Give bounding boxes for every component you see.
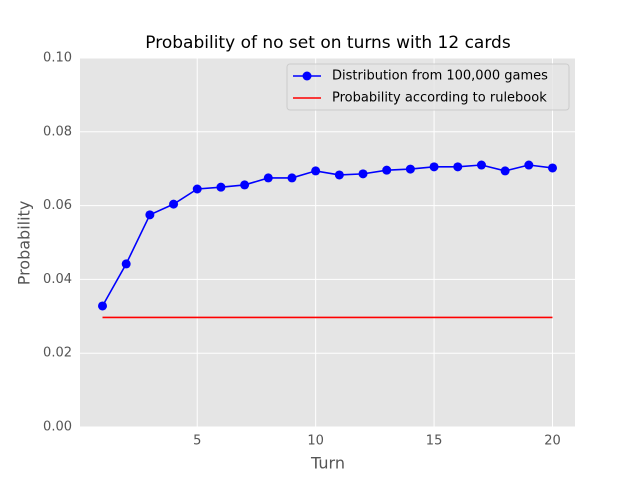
y-tick-label: 0.04 <box>43 272 72 287</box>
data-point <box>216 182 226 192</box>
y-tick-label: 0.06 <box>43 198 72 213</box>
y-tick-label: 0.02 <box>43 346 72 361</box>
data-point <box>145 210 155 220</box>
data-point <box>429 162 439 172</box>
data-point <box>287 173 297 183</box>
chart-title: Probability of no set on turns with 12 c… <box>145 33 511 53</box>
data-point <box>121 259 131 269</box>
data-point <box>405 164 415 174</box>
x-tick-label: 20 <box>544 434 561 449</box>
legend-box <box>286 63 570 111</box>
data-point <box>524 160 534 170</box>
data-point <box>263 173 273 183</box>
data-point <box>358 169 368 179</box>
data-point <box>240 180 250 190</box>
data-point <box>169 199 179 209</box>
y-tick-label: 0.00 <box>43 420 72 435</box>
data-point <box>548 163 557 173</box>
legend-label: Distribution from 100,000 games <box>332 69 548 84</box>
data-point <box>311 166 321 176</box>
data-point <box>476 160 486 170</box>
data-point <box>334 170 344 180</box>
y-axis-label: Probability <box>15 201 34 286</box>
y-tick-label: 0.08 <box>43 124 72 139</box>
x-tick-label: 10 <box>307 434 324 449</box>
x-axis-label: Turn <box>310 454 345 473</box>
y-tick-label: 0.10 <box>43 51 72 66</box>
plot-area <box>80 58 575 427</box>
data-point <box>192 184 202 194</box>
legend-label: Probability according to rulebook <box>332 91 547 106</box>
data-point <box>382 165 392 175</box>
data-point <box>98 301 107 311</box>
legend-marker <box>302 71 312 81</box>
data-point <box>500 166 510 176</box>
x-tick-label: 5 <box>193 434 201 449</box>
data-point <box>453 162 463 172</box>
x-tick-label: 15 <box>426 434 443 449</box>
